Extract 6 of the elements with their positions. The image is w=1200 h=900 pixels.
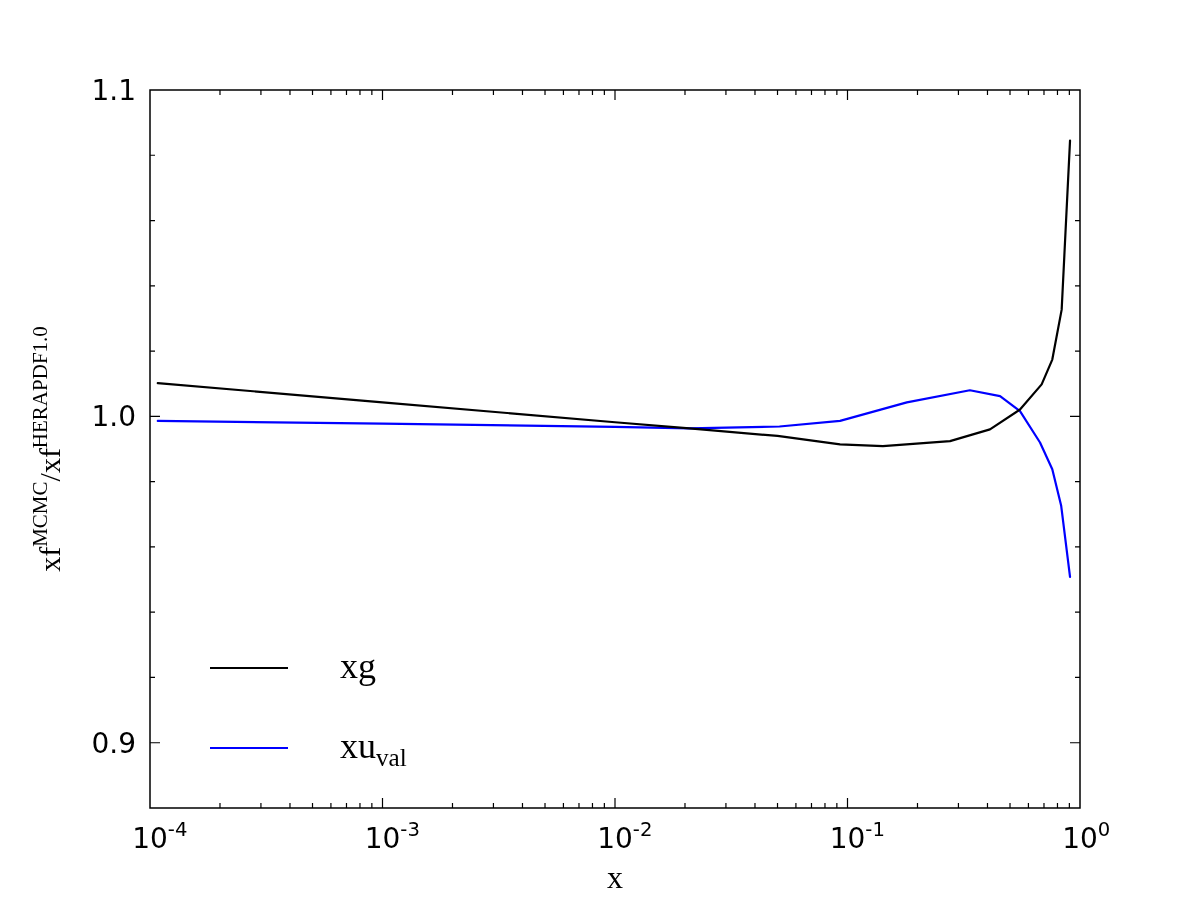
x-axis-title: x (607, 859, 623, 895)
legend-label: xg (340, 646, 376, 686)
y-tick-label: 1.0 (91, 400, 136, 434)
y-tick-label: 1.1 (91, 74, 136, 107)
y-axis-title: xfMCMC/xfHERAPDF1.0 (28, 326, 66, 572)
y-tick-label: 0.9 (91, 726, 136, 760)
